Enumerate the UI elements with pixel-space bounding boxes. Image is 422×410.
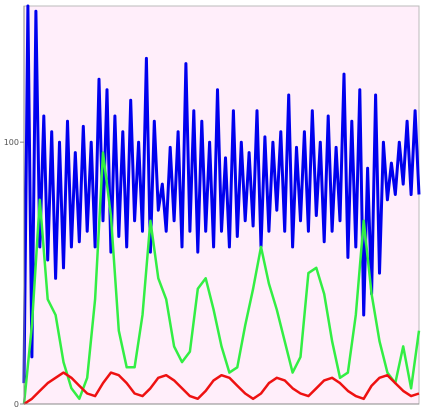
series-line-1 (22, 4, 421, 384)
series-line-2 (22, 151, 421, 405)
y-ticks: 0 100 (4, 138, 24, 409)
series-lines (22, 4, 421, 406)
y-tick-label: 100 (4, 138, 19, 147)
y-tick-label: 0 (14, 400, 19, 409)
series-line-3 (23, 371, 420, 406)
